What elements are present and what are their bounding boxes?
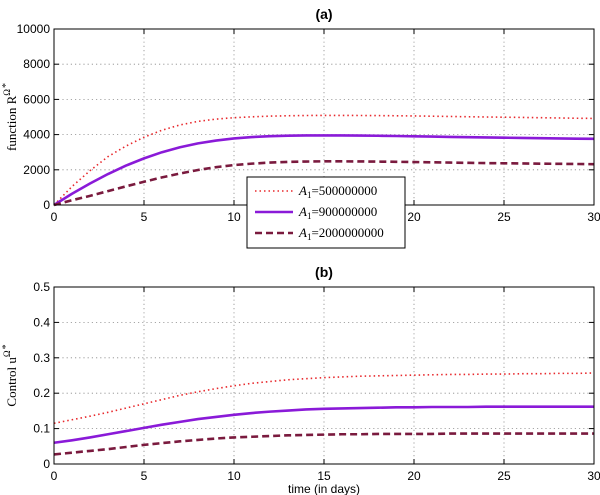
x-axis-label: time (in days) [288,482,360,495]
x-tick-label-4: 20 [407,210,421,224]
legend-label-value: =500000000 [311,183,377,198]
y-tick-label-0: 0 [43,198,50,212]
legend-label-subscript: 1 [307,211,312,221]
y-tick-label-2: 4000 [23,128,50,142]
y-axis-label-superscript: Ω [2,89,12,96]
series-line-1 [53,405,594,445]
chart-title: (a) [315,6,332,22]
y-tick-label-5: 10000 [17,22,51,36]
y-axis-label: Control uΩ* [1,344,19,406]
series-line-2 [53,160,595,207]
panel-a: 0510152025300200040006000800010000(a)fun… [1,6,600,249]
y-axis-label-star: * [1,83,12,88]
y-tick-label-0: 0 [43,457,50,471]
legend-label-subscript: 1 [307,190,312,200]
y-axis-label: function RΩ* [1,83,19,151]
legend-label-symbol: A [298,204,307,219]
x-tick-label-1: 5 [141,469,148,483]
x-tick-label-6: 30 [587,210,600,224]
legend-label-1: A1=900000000 [298,204,377,221]
y-axis-label-text: Control u [4,357,19,407]
panel-b: 0 5 10 15 20 25 30 0 0.1 0.2 0.3 0.4 0.5 (b) Control u… [1,264,600,495]
series-line-2 [53,432,594,456]
y-axis-label-text: function R [4,95,19,151]
y-tick-label-2: 0.2 [33,386,50,400]
y-tick-label-1: 0.1 [33,422,50,436]
series-line-1 [53,134,595,207]
x-tick-label-3: 15 [317,469,331,483]
x-tick-label-0: 0 [51,469,58,483]
y-axis-label-star: * [1,344,12,349]
y-tick-label-3: 0.3 [33,351,50,365]
x-tick-label-0: 0 [51,210,58,224]
x-tick-label-5: 25 [497,210,511,224]
legend-label-subscript: 1 [307,232,312,242]
x-tick-label-5: 25 [497,469,511,483]
x-tick-label-2: 10 [227,469,241,483]
chart-title: (b) [315,264,333,280]
y-tick-label-5: 0.5 [33,280,50,294]
y-tick-label-4: 8000 [23,57,50,71]
legend-label-0: A1=500000000 [298,183,377,200]
y-tick-label-1: 2000 [23,163,50,177]
legend-label-symbol: A [298,183,307,198]
legend-label-value: =2000000000 [311,225,383,240]
y-tick-label-4: 0.4 [33,315,50,329]
legend-label-symbol: A [298,225,307,240]
series-line-0 [53,114,595,206]
y-axis-label-superscript: Ω [2,350,12,357]
x-tick-label-6: 30 [587,469,600,483]
x-tick-label-4: 20 [407,469,421,483]
legend-box [246,176,406,249]
x-tick-label-2: 10 [227,210,241,224]
x-tick-label-1: 5 [141,210,148,224]
legend-label-value: =900000000 [311,204,377,219]
y-tick-label-3: 6000 [23,92,50,106]
legend-label-2: A1=2000000000 [298,225,384,242]
